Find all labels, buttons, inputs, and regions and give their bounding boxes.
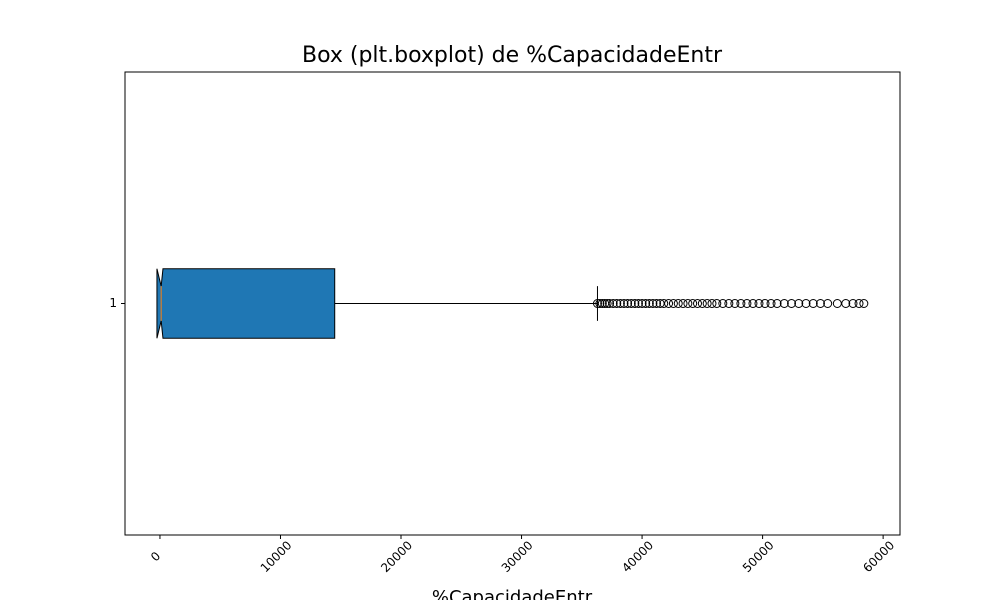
x-axis-label: %CapacidadeEntr <box>432 587 593 600</box>
plot-frame <box>124 71 901 536</box>
outlier <box>766 299 776 308</box>
outlier <box>688 299 698 308</box>
outlier <box>659 299 669 308</box>
outlier <box>848 299 858 308</box>
outlier <box>718 299 728 308</box>
outlier <box>748 299 758 308</box>
outlier <box>760 299 770 308</box>
outlier <box>801 299 811 308</box>
outlier <box>673 299 683 308</box>
outlier <box>652 299 662 308</box>
outlier <box>644 299 654 308</box>
outlier <box>641 299 651 308</box>
outlier <box>668 299 678 308</box>
outlier <box>678 299 688 308</box>
outlier <box>623 299 633 308</box>
outlier <box>602 299 612 308</box>
outlier <box>730 299 740 308</box>
outlier <box>815 299 825 308</box>
outlier <box>626 299 636 308</box>
outlier <box>794 299 804 308</box>
outlier <box>633 299 643 308</box>
outlier <box>823 299 833 308</box>
outlier <box>605 299 615 308</box>
outlier <box>697 299 707 308</box>
outlier <box>615 299 625 308</box>
chart-title: Box (plt.boxplot) de %CapacidadeEntr <box>302 43 723 68</box>
outlier <box>630 299 640 308</box>
outlier <box>702 299 712 308</box>
outlier <box>754 299 764 308</box>
outlier <box>592 299 602 308</box>
outlier <box>612 299 622 308</box>
outlier <box>693 299 703 308</box>
outlier <box>742 299 752 308</box>
outlier <box>664 299 674 308</box>
outlier <box>772 299 782 308</box>
outlier <box>724 299 734 308</box>
outlier <box>779 299 789 308</box>
outlier <box>854 299 864 308</box>
outlier <box>619 299 629 308</box>
outlier <box>595 299 605 308</box>
outlier <box>597 299 607 308</box>
outlier <box>841 299 851 308</box>
box-body <box>156 268 336 339</box>
outlier <box>707 299 717 308</box>
outlier <box>637 299 647 308</box>
outlier <box>683 299 693 308</box>
outlier <box>712 299 722 308</box>
outlier <box>648 299 658 308</box>
outlier <box>608 299 618 308</box>
outlier <box>808 299 818 308</box>
outlier <box>736 299 746 308</box>
outlier <box>787 299 797 308</box>
y-tick-label: 1 <box>109 296 117 310</box>
outlier <box>859 299 869 308</box>
